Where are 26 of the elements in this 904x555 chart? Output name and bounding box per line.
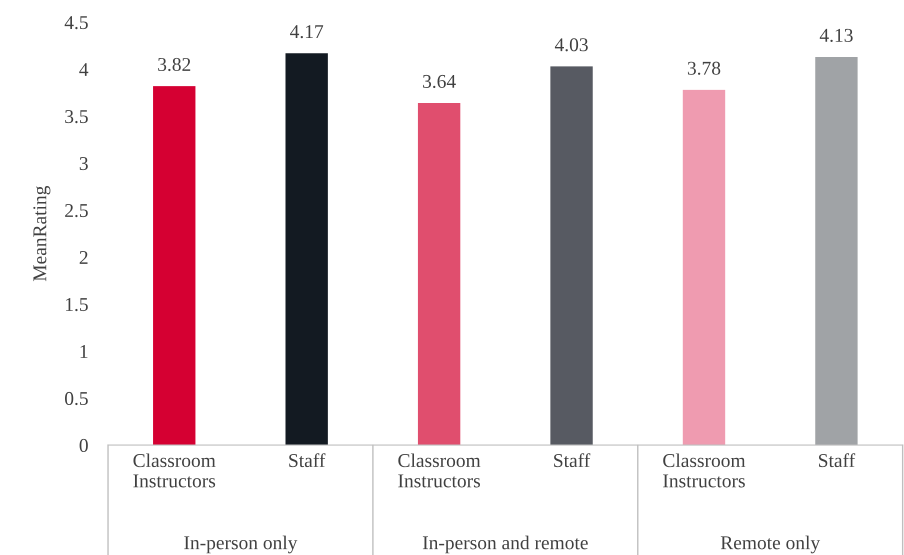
x-tick-label: Classroom Instructors xyxy=(663,453,746,488)
text: Remote only xyxy=(720,536,820,554)
y-tick-label: 2 xyxy=(80,251,88,264)
text: In-person and remote xyxy=(422,536,588,554)
y-tick-label: 4.5 xyxy=(64,16,88,30)
data-label: 4.03 xyxy=(554,38,588,52)
data-label: 4.17 xyxy=(290,25,324,38)
data-label: 3.78 xyxy=(688,62,720,75)
x-tick-label: Classroom Instructors xyxy=(133,453,216,488)
y-tick-label: 1.5 xyxy=(66,298,88,312)
x-tick-label: Staff xyxy=(554,453,590,468)
x-tick-label: Staff xyxy=(289,453,326,468)
y-tick-label: 1 xyxy=(80,345,88,358)
data-label: 3.64 xyxy=(423,74,456,88)
y-tick-label: 0.5 xyxy=(65,392,88,406)
y-tick-label: 3.5 xyxy=(65,110,88,124)
x-tick-label: Classroom Instructors xyxy=(398,453,480,488)
data-label: 4.13 xyxy=(820,28,853,42)
y-tick-label: 3 xyxy=(80,157,88,170)
data-label: 3.82 xyxy=(158,58,190,72)
y-tick-label: 4 xyxy=(79,63,88,76)
y-axis-title: MeanRating xyxy=(33,186,50,282)
x-tick-label: Staff xyxy=(819,453,856,468)
text: In-person only xyxy=(184,536,298,554)
y-tick-label: 2.5 xyxy=(65,204,88,218)
y-tick-label: 0 xyxy=(80,438,88,452)
